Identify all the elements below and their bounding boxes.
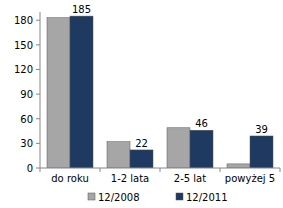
x-tick — [220, 168, 221, 172]
data-label: 22 — [135, 138, 148, 149]
y-tick-label: 30 — [20, 138, 33, 149]
x-axis — [40, 168, 280, 169]
bar — [107, 142, 130, 168]
data-label: 185 — [72, 4, 91, 15]
y-tick — [36, 168, 40, 169]
legend-label: 12/2011 — [186, 192, 228, 203]
bar — [130, 150, 153, 168]
legend-swatch — [88, 193, 95, 200]
bar — [47, 18, 70, 168]
y-tick — [36, 44, 40, 45]
legend-label: 12/2008 — [98, 192, 140, 203]
x-tick-label: do roku — [51, 173, 88, 184]
bars — [47, 16, 273, 168]
y-tick-label: 60 — [20, 114, 33, 125]
data-label: 46 — [195, 118, 208, 129]
y-tick — [36, 94, 40, 95]
y-tick-label: 150 — [14, 40, 33, 51]
x-tick — [40, 168, 41, 172]
y-tick — [36, 69, 40, 70]
y-tick — [36, 20, 40, 21]
y-tick — [36, 118, 40, 119]
legend-swatch — [176, 193, 183, 200]
x-tick — [280, 168, 281, 172]
data-label: 39 — [255, 124, 268, 135]
bar — [70, 16, 93, 168]
y-tick — [36, 143, 40, 144]
x-tick-label: 1-2 lata — [111, 173, 149, 184]
y-tick-label: 0 — [27, 163, 33, 174]
chart: 0 30 60 90 120 150 180 do roku 185 1-2 lata 22 2-5 … — [0, 0, 283, 208]
y-tick-label: 120 — [14, 64, 33, 75]
bar — [250, 136, 273, 168]
x-tick — [160, 168, 161, 172]
bar — [167, 128, 190, 168]
bar — [190, 130, 213, 168]
y-tick-label: 180 — [14, 15, 33, 26]
x-tick-label: 2-5 lat — [174, 173, 206, 184]
y-tick-label: 90 — [20, 89, 33, 100]
x-tick-label: powyżej 5 — [225, 173, 275, 184]
x-tick — [100, 168, 101, 172]
bar — [227, 164, 250, 168]
y-axis — [40, 12, 41, 168]
